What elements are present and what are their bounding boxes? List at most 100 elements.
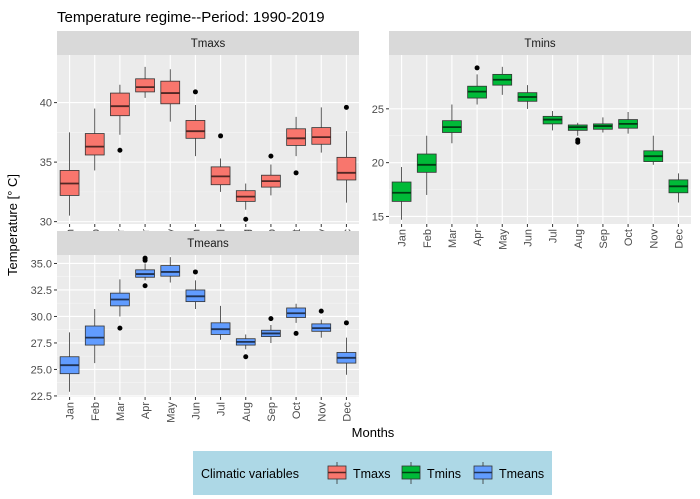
box-tmins-nov: [643, 135, 664, 165]
box-tmins-mar: [442, 104, 462, 144]
x-tick-label: Feb: [90, 402, 102, 421]
outlier-point: [343, 104, 349, 110]
box-tmaxs-mar: [110, 84, 130, 153]
x-tick-label: Jun: [190, 402, 202, 420]
x-tick-label: Jan: [65, 402, 77, 420]
x-tick-label: Dec: [341, 402, 353, 422]
box-tmaxs-aug: [235, 183, 256, 222]
box-tmeans-may: [160, 257, 181, 283]
box-tmins-jan: [391, 166, 412, 220]
legend-item-tmaxs: Tmaxs: [327, 462, 391, 484]
box-tmeans-oct: [286, 303, 306, 336]
box-tmaxs-jun: [185, 89, 206, 157]
strip-tmaxs: [57, 31, 359, 55]
box-tmins-jun: [517, 85, 538, 109]
y-tick-label: 40: [40, 98, 52, 110]
box-tmins-aug: [567, 122, 588, 145]
box-tmins-apr: [467, 65, 487, 105]
box-tmins-jul: [542, 110, 563, 131]
x-tick-label: May: [165, 402, 177, 423]
strip-tmeans: [57, 231, 359, 255]
box-tmaxs-jan: [59, 132, 80, 216]
outlier-point: [117, 325, 123, 331]
legend-label: Tmaxs: [353, 467, 391, 481]
strip-label-tmaxs: Tmaxs: [191, 38, 226, 50]
x-tick-label: Dec: [673, 229, 685, 249]
x-tick-label: Nov: [316, 402, 328, 422]
box-body: [84, 133, 105, 156]
outlier-point: [318, 308, 324, 314]
box-tmaxs-nov: [311, 107, 332, 153]
box-tmeans-apr: [135, 255, 155, 289]
box-tmaxs-dec: [336, 104, 357, 203]
x-tick-label: Jul: [216, 402, 228, 416]
x-tick-label: Oct: [623, 229, 635, 246]
legend: Climatic variables Tmaxs Tmins Tmeans: [193, 451, 552, 495]
y-tick-label: 32.5: [31, 285, 52, 297]
box-tmins-oct: [618, 112, 638, 134]
box-tmeans-nov: [311, 308, 332, 338]
chart-title: Temperature regime--Period: 1990-2019: [57, 9, 325, 26]
legend-title: Climatic variables: [201, 467, 299, 481]
outlier-point: [343, 320, 349, 326]
strip-tmins: [389, 31, 691, 55]
box-tmins-feb: [416, 135, 437, 195]
outlier-point: [268, 316, 274, 322]
legend-item-tmeans: Tmeans: [473, 462, 544, 484]
outlier-point: [293, 170, 299, 176]
y-tick-label: 20: [372, 158, 384, 170]
box-tmins-may: [492, 66, 513, 95]
x-tick-label: May: [497, 229, 509, 250]
y-tick-label: 35: [40, 157, 52, 169]
x-tick-label: Feb: [422, 229, 434, 248]
box-tmeans-dec: [336, 320, 357, 375]
x-tick-label: Jan: [397, 229, 409, 247]
box-tmaxs-jul: [210, 133, 231, 192]
panel-tmins: Tmins 15 20 25 Jan Feb Mar Apr May Jun Jul Aug Sep Oc…: [372, 31, 691, 250]
box-tmeans-mar: [110, 279, 130, 331]
box-body: [416, 153, 437, 173]
x-tick-label: Sep: [266, 402, 278, 422]
box-tmeans-feb: [84, 309, 105, 364]
outlier-point: [243, 354, 249, 360]
box-body: [185, 120, 206, 139]
box-tmeans-jan: [59, 332, 80, 392]
outlier-point: [192, 89, 198, 95]
outlier-point: [575, 139, 581, 145]
box-tmins-dec: [668, 173, 689, 203]
x-tick-label: Jul: [548, 229, 560, 243]
box-body: [160, 265, 181, 277]
legend-item-tmins: Tmins: [401, 462, 461, 484]
x-tick-label: Nov: [648, 229, 660, 249]
panel-background-tmeans: [57, 255, 359, 397]
y-tick-label: 35.0: [31, 258, 52, 270]
x-tick-label: Apr: [140, 402, 152, 419]
outlier-point: [117, 147, 123, 153]
box-tmins-sep: [593, 117, 613, 133]
x-axis-title: Months: [352, 425, 395, 440]
outlier-point: [142, 255, 148, 261]
box-body: [135, 78, 155, 93]
outlier-point: [474, 65, 480, 71]
x-tick-label: Mar: [115, 402, 127, 421]
outlier-point: [268, 153, 274, 159]
x-tick-label: Oct: [291, 402, 303, 419]
y-tick-label: 25: [372, 104, 384, 116]
x-tick-label: Aug: [573, 229, 585, 249]
outlier-point: [293, 330, 299, 336]
y-axis-title: Temperature [° C]: [5, 174, 20, 276]
box-tmaxs-feb: [84, 108, 105, 171]
x-tick-label: Apr: [472, 229, 484, 246]
box-body: [84, 325, 105, 346]
strip-label-tmeans: Tmeans: [187, 238, 229, 250]
y-tick-label: 27.5: [31, 338, 52, 350]
box-body: [311, 127, 332, 145]
y-tick-label: 30: [40, 217, 52, 229]
x-tick-label: Jun: [522, 229, 534, 247]
box-tmeans-jul: [210, 305, 231, 340]
box-body: [110, 92, 130, 117]
box-tmaxs-apr: [135, 66, 155, 98]
y-tick-label: 15: [372, 211, 384, 223]
x-tick-label: Sep: [598, 229, 610, 249]
